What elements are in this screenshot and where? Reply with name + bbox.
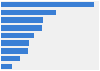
Bar: [1, 2, 94, 7]
Bar: [1, 40, 29, 46]
Bar: [1, 10, 56, 15]
Bar: [1, 64, 12, 69]
Bar: [1, 25, 42, 31]
Bar: [1, 48, 28, 54]
Bar: [1, 17, 43, 23]
Bar: [1, 56, 20, 61]
Bar: [1, 33, 34, 38]
